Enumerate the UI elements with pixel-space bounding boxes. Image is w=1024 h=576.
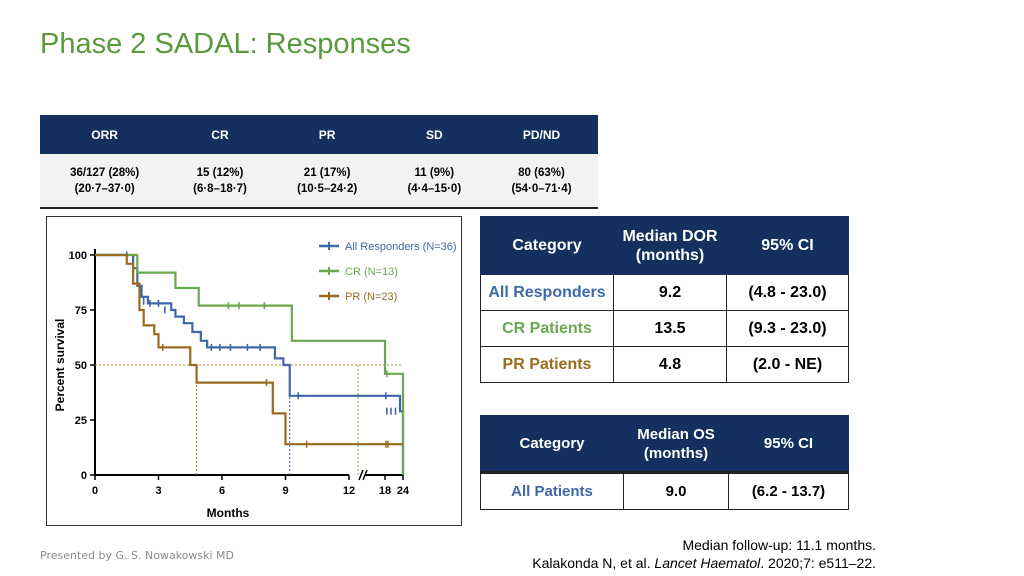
cell-cr-ci: (6·8–18·7)	[193, 182, 247, 195]
os-row-all: All Patients 9.0 (6.2 - 13.7)	[480, 472, 849, 510]
cell-sd: 11 (9%) (4·4–15·0)	[383, 154, 485, 209]
km-curve-2	[95, 253, 403, 446]
y-tick-label: 75	[75, 305, 87, 317]
y-tick-label: 50	[75, 360, 87, 372]
response-table: ORR CR PR SD PD/ND 36/127 (28%) (20·7–37·…	[40, 115, 598, 209]
dor-row-pr: PR Patients 4.8 (2.0 - NE)	[480, 346, 849, 383]
dor-category-pr: PR Patients	[480, 346, 614, 383]
dor-category-cr: CR Patients	[480, 310, 614, 347]
os-header-ci: 95% CI	[728, 415, 849, 474]
cell-orr-value: 36/127 (28%)	[70, 166, 140, 179]
header-sd: SD	[383, 115, 485, 154]
cell-pr-ci: (10·5–24·2)	[297, 182, 358, 195]
cell-pdnd: 80 (63%) (54·0–71·4)	[484, 154, 598, 209]
x-tick-label: 9	[282, 485, 288, 497]
dor-category-all: All Responders	[480, 274, 614, 311]
cell-cr-value: 15 (12%)	[196, 166, 244, 179]
header-orr: ORR	[40, 115, 170, 154]
y-tick-label: 100	[69, 250, 87, 262]
os-median-all: 9.0	[623, 472, 729, 510]
legend-label: All Responders (N=36)	[345, 241, 457, 253]
legend-label: PR (N=23)	[345, 291, 397, 303]
km-curve-1	[95, 253, 405, 475]
axis-break-mark	[358, 469, 364, 481]
x-tick-label: 3	[155, 485, 161, 497]
y-axis-label: Percent survival	[53, 319, 67, 412]
axis-break-mark	[362, 469, 368, 481]
citation-prefix: Kalakonda N, et al.	[532, 555, 655, 571]
x-axis-label: Months	[207, 506, 250, 520]
dor-ci-pr: (2.0 - NE)	[726, 346, 849, 383]
dor-header-ci: 95% CI	[726, 216, 849, 275]
dor-median-pr: 4.8	[613, 346, 727, 383]
os-header-category: Category	[480, 415, 624, 474]
presenter-credit: Presented by G. S. Nowakowski MD	[40, 549, 235, 562]
cell-sd-ci: (4·4–15·0)	[407, 182, 462, 195]
cell-orr-ci: (20·7–37·0)	[74, 182, 135, 195]
dor-ci-all: (4.8 - 23.0)	[726, 274, 849, 311]
citation: Kalakonda N, et al. Lancet Haematol. 202…	[532, 555, 876, 571]
dor-row-all: All Responders 9.2 (4.8 - 23.0)	[480, 274, 849, 311]
dor-median-cr: 13.5	[613, 310, 727, 347]
citation-journal: Lancet Haematol	[654, 555, 761, 571]
dor-median-all: 9.2	[613, 274, 727, 311]
x-tick-label: 24	[397, 485, 410, 497]
cell-pdnd-ci: (54·0–71·4)	[511, 182, 572, 195]
os-header-row: Category Median OS (months) 95% CI	[480, 415, 849, 474]
dor-header-row: Category Median DOR (months) 95% CI	[480, 216, 849, 275]
cell-orr: 36/127 (28%) (20·7–37·0)	[40, 154, 170, 209]
cell-pdnd-value: 80 (63%)	[518, 166, 565, 179]
header-cr: CR	[169, 115, 271, 154]
dor-header-category: Category	[480, 216, 614, 275]
dor-ci-cr: (9.3 - 23.0)	[726, 310, 849, 347]
x-tick-label: 0	[92, 485, 98, 497]
km-curve-0	[95, 253, 405, 475]
response-table-header-row: ORR CR PR SD PD/ND	[40, 115, 598, 154]
km-chart: 0 25 50 75 100 0 3 6 9 12 18 24 Months Percent surviv…	[53, 241, 457, 520]
os-header-median: Median OS (months)	[623, 415, 729, 474]
os-table: Category Median OS (months) 95% CI All P…	[480, 415, 849, 510]
cell-pr: 21 (17%) (10·5–24·2)	[270, 154, 384, 209]
x-tick-label: 6	[219, 485, 225, 497]
page-title: Phase 2 SADAL: Responses	[40, 28, 411, 60]
y-tick-label: 25	[75, 415, 87, 427]
cell-pr-value: 21 (17%)	[303, 166, 351, 179]
header-pr: PR	[270, 115, 384, 154]
header-pdnd: PD/ND	[484, 115, 598, 154]
os-ci-all: (6.2 - 13.7)	[728, 472, 849, 510]
os-category-all: All Patients	[480, 472, 624, 510]
dor-header-median: Median DOR (months)	[613, 216, 727, 275]
legend-label: CR (N=13)	[345, 266, 398, 278]
x-tick-label: 12	[343, 485, 355, 497]
dor-table: Category Median DOR (months) 95% CI All …	[480, 216, 849, 383]
followup-note: Median follow-up: 11.1 months.	[682, 537, 876, 553]
km-chart-panel: 0 25 50 75 100 0 3 6 9 12 18 24 Months Percent surviv…	[46, 216, 462, 526]
y-tick-label: 0	[81, 470, 87, 482]
x-tick-label: 18	[379, 485, 391, 497]
response-table-value-row: 36/127 (28%) (20·7–37·0) 15 (12%) (6·8–18·…	[40, 154, 598, 209]
cell-cr: 15 (12%) (6·8–18·7)	[169, 154, 271, 209]
dor-row-cr: CR Patients 13.5 (9.3 - 23.0)	[480, 310, 849, 347]
cell-sd-value: 11 (9%)	[414, 166, 455, 179]
citation-suffix: . 2020;7: e511–22.	[760, 555, 876, 571]
